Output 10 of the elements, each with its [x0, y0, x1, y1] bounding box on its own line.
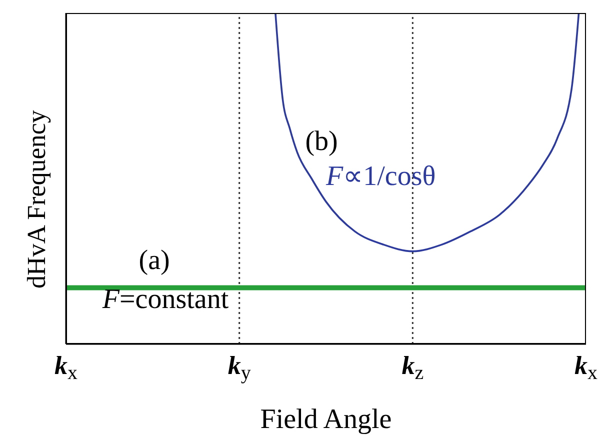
x-axis-title: Field Angle — [260, 404, 392, 435]
annotation: F=constant — [102, 284, 229, 316]
x-tick-label: k$_{y}$ — [228, 351, 251, 384]
x-tick-label: k$_{x}$ — [54, 351, 78, 384]
x-tick-label: k$_{z}$ — [402, 351, 424, 384]
y-axis-title: dHvA Frequency — [22, 110, 52, 288]
annotation: (a) — [138, 244, 170, 276]
x-tick-label: k$_{x}$ — [574, 351, 598, 384]
annotation: (b) — [305, 126, 338, 157]
annotation: F∝1/cosθ — [326, 160, 436, 192]
